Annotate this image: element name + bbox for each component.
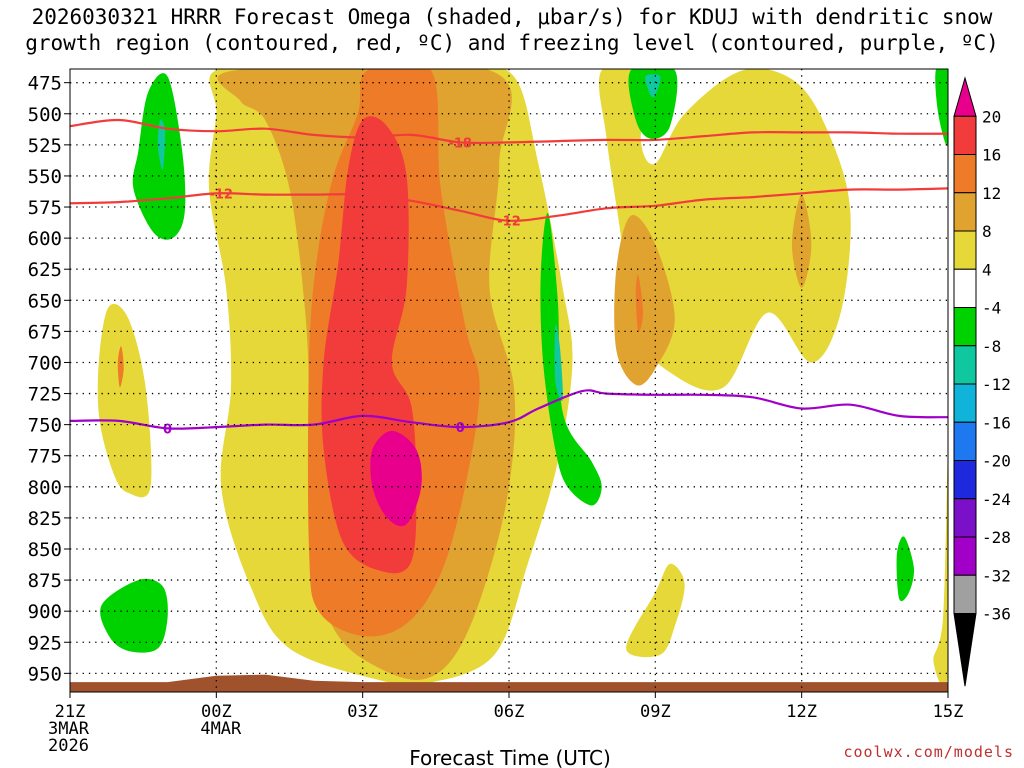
y-tick-label-550: 550 — [28, 166, 62, 188]
colorbar-label-neg24: -24 — [982, 490, 1011, 509]
colorbar-swatch-top — [953, 76, 977, 117]
y-tick-label-900: 900 — [28, 601, 62, 623]
y-tick-label-850: 850 — [28, 539, 62, 561]
colorbar: 20 16 12 8 4 -4 -8 -12 -16 -20 -24 -28 -32 -36 — [953, 76, 1011, 687]
colorbar-label-12: 12 — [982, 184, 1001, 203]
colorbar-label-neg16: -16 — [982, 413, 1011, 432]
colorbar-label-16: 16 — [982, 146, 1001, 165]
y-tick-label-950: 950 — [28, 663, 62, 685]
omega-region-4-3 — [626, 563, 685, 658]
omega-region-12-9 — [117, 346, 124, 388]
y-tick-label-875: 875 — [28, 570, 62, 592]
omega-region-neg4-14 — [100, 578, 168, 653]
colorbar-swatch-5 — [953, 268, 977, 308]
omega-region-4-1 — [97, 303, 152, 498]
colorbar-label-neg12: -12 — [982, 375, 1011, 394]
x-tick-label-09Z-1: 09Z — [640, 702, 671, 722]
y-tick-label-775: 775 — [28, 446, 62, 468]
terrain — [70, 674, 948, 692]
omega-region-4-4 — [933, 455, 948, 688]
colorbar-swatch-2 — [953, 154, 977, 194]
colorbar-label-neg20: -20 — [982, 452, 1011, 471]
x-tick-label-21Z-3: 2026 — [48, 736, 89, 756]
omega-region-neg8-20 — [645, 74, 661, 98]
dgz-contour-neg18-label-0: -18 — [448, 136, 472, 151]
y-tick-label-625: 625 — [28, 259, 62, 281]
chart-title-line2: growth region (contoured, red, ºC) and f… — [25, 31, 999, 55]
x-tick-label-15Z-1: 15Z — [933, 702, 964, 722]
colorbar-swatch-6 — [953, 307, 977, 347]
colorbar-label-neg36: -36 — [982, 605, 1011, 624]
colorbar-swatch-8 — [953, 383, 977, 423]
y-tick-label-800: 800 — [28, 477, 62, 499]
colorbar-swatch-11 — [953, 498, 977, 538]
y-tick-label-825: 825 — [28, 508, 62, 530]
omega-region-neg4-16 — [540, 212, 602, 506]
x-tick-label-03Z-1: 03Z — [347, 702, 378, 722]
colorbar-label-4: 4 — [982, 260, 992, 279]
colorbar-swatch-13 — [953, 574, 977, 614]
y-tick-label-725: 725 — [28, 384, 62, 406]
freezing-level-contour-label-1: 0 — [456, 421, 465, 436]
colorbar-label-neg28: -28 — [982, 528, 1011, 547]
omega-region-neg4-15 — [628, 69, 678, 139]
omega-region-neg4-13 — [132, 73, 186, 240]
x-tick-label-00Z-2: 4MAR — [200, 719, 242, 739]
dgz-contour-neg12-label-1: -12 — [497, 215, 521, 230]
x-tick-label-21Z-2: 3MAR — [48, 719, 90, 739]
omega-region-12-10 — [635, 274, 644, 332]
y-tick-label-750: 750 — [28, 415, 62, 437]
colorbar-label-neg4: -4 — [982, 299, 1001, 318]
y-tick-label-600: 600 — [28, 228, 62, 250]
omega-region-neg8-21 — [554, 324, 563, 402]
plot-area — [97, 69, 948, 688]
credit-text: coolwx.com/models — [843, 743, 1014, 761]
colorbar-label-8: 8 — [982, 222, 992, 241]
omega-region-20-12 — [370, 430, 422, 527]
colorbar-swatch-bottom — [953, 613, 977, 687]
colorbar-label-neg8: -8 — [982, 337, 1001, 356]
y-tick-label-675: 675 — [28, 321, 62, 343]
colorbar-swatch-7 — [953, 345, 977, 385]
omega-region-8-7 — [791, 194, 812, 288]
x-tick-label-06Z-1: 06Z — [494, 702, 525, 722]
y-tick-label-475: 475 — [28, 73, 62, 95]
omega-region-neg8-19 — [157, 119, 166, 170]
freezing-level-contour — [70, 389, 948, 430]
colorbar-swatch-3 — [953, 192, 977, 232]
dgz-contour-neg12-label-0: -12 — [209, 187, 233, 202]
y-tick-label-575: 575 — [28, 197, 62, 219]
y-tick-label-650: 650 — [28, 290, 62, 312]
colorbar-swatch-1 — [953, 115, 977, 155]
colorbar-swatch-9 — [953, 421, 977, 461]
chart-title-line1: 2026030321 HRRR Forecast Omega (shaded, … — [31, 5, 993, 29]
colorbar-label-20: 20 — [982, 107, 1001, 126]
x-axis-title: Forecast Time (UTC) — [409, 746, 611, 768]
x-tick-label-00Z-1: 00Z — [201, 702, 232, 722]
colorbar-swatch-4 — [953, 230, 977, 270]
omega-region-neg4-17 — [935, 69, 948, 147]
y-tick-label-925: 925 — [28, 632, 62, 654]
colorbar-swatch-12 — [953, 536, 977, 576]
omega-region-neg4-18 — [896, 536, 915, 602]
x-tick-label-12Z-1: 12Z — [786, 702, 817, 722]
colorbar-swatch-10 — [953, 460, 977, 500]
y-tick-label-525: 525 — [28, 135, 62, 157]
y-tick-label-700: 700 — [28, 352, 62, 374]
colorbar-label-neg32: -32 — [982, 566, 1011, 585]
y-tick-label-500: 500 — [28, 104, 62, 126]
freezing-level-contour-label-0: 0 — [163, 422, 172, 437]
x-tick-label-21Z-1: 21Z — [55, 702, 86, 722]
